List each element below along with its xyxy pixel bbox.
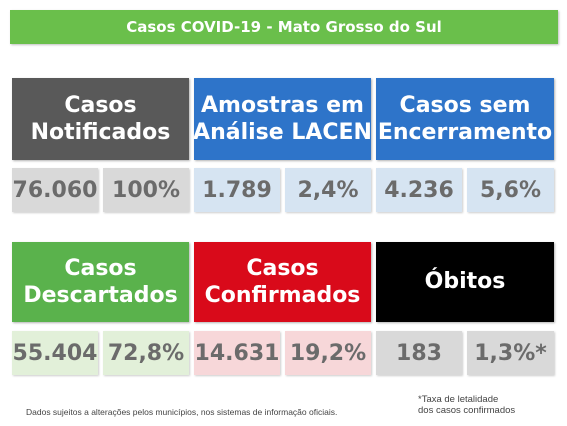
confirmados-value: 14.631 [194, 331, 280, 375]
descartados-value: 55.404 [12, 331, 98, 375]
page-title: Casos COVID-19 - Mato Grosso do Sul [10, 10, 558, 44]
confirmados-percent: 19,2% [285, 331, 371, 375]
card-header-line: Análise LACEN [193, 120, 372, 145]
card-header-line: Amostras em [201, 92, 364, 118]
lacen-percent: 2,4% [285, 168, 371, 212]
notificados-value: 76.060 [12, 168, 98, 212]
card-header-lacen: Amostras em Análise LACEN [193, 78, 372, 160]
card-header-line: Encerramento [377, 120, 553, 145]
letality-note-line2: dos casos confirmados [418, 405, 516, 417]
card-header-line: Casos [246, 255, 319, 281]
card-header-line: Notificados [30, 120, 171, 145]
card-header-line: Descartados [23, 283, 178, 308]
sem-encerramento-percent: 5,6% [467, 168, 554, 212]
card-header-line: Casos [64, 255, 137, 281]
letality-note: *Taxa de letalidade dos casos confirmado… [418, 394, 515, 417]
descartados-percent: 72,8% [103, 331, 189, 375]
card-header-descartados: Casos Descartados [12, 242, 189, 322]
notificados-percent: 100% [103, 168, 189, 212]
card-header-line: Óbitos [424, 269, 506, 295]
disclaimer-text: Dados sujeitos a alterações pelos municí… [26, 407, 338, 417]
letality-note-line1: *Taxa de letalidade [418, 394, 499, 405]
card-header-sem-encerramento: Casos sem Encerramento [376, 78, 554, 160]
obitos-percent: 1,3%* [467, 331, 554, 375]
card-header-notificados: Casos Notificados [12, 78, 189, 160]
sem-encerramento-value: 4.236 [376, 168, 462, 212]
card-header-line: Casos [64, 92, 137, 118]
card-header-obitos: Óbitos [376, 242, 554, 322]
obitos-value: 183 [376, 331, 462, 375]
card-header-line: Casos sem [399, 92, 531, 118]
lacen-value: 1.789 [194, 168, 280, 212]
card-header-line: Confirmados [204, 283, 361, 308]
card-header-confirmados: Casos Confirmados [194, 242, 371, 322]
